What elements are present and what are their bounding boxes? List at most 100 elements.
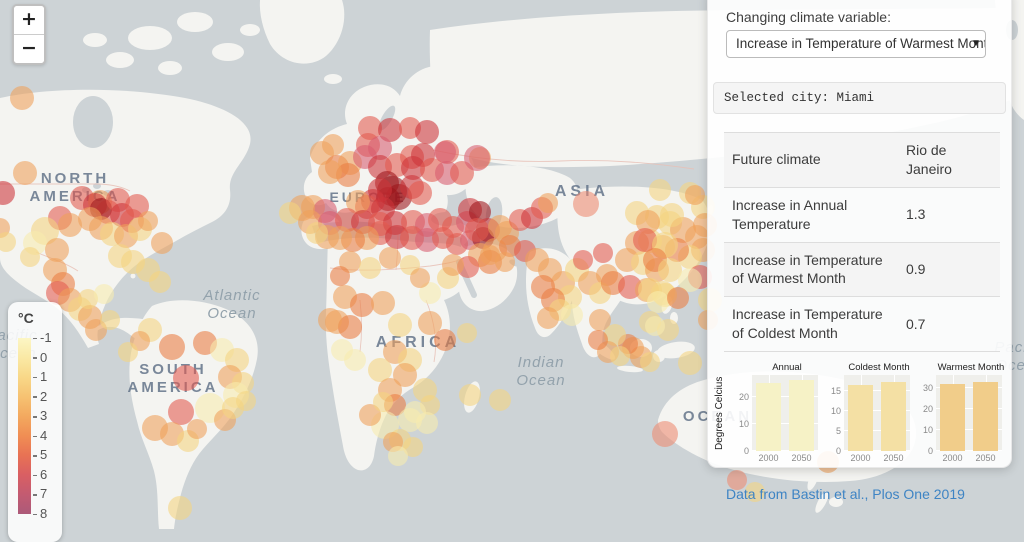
- city-circle[interactable]: [667, 287, 689, 309]
- city-circle[interactable]: [310, 141, 334, 165]
- city-circle[interactable]: [434, 329, 456, 351]
- city-circle[interactable]: [222, 397, 244, 419]
- city-circle[interactable]: [480, 245, 500, 265]
- city-circle[interactable]: [388, 313, 412, 337]
- city-circle[interactable]: [338, 315, 362, 339]
- city-circle[interactable]: [0, 181, 15, 205]
- city-circles[interactable]: [0, 86, 839, 520]
- city-circle[interactable]: [640, 352, 660, 372]
- city-circle[interactable]: [745, 482, 765, 502]
- city-circle[interactable]: [94, 284, 114, 304]
- y-tick-label: 10: [922, 425, 933, 435]
- city-circle[interactable]: [100, 310, 120, 330]
- city-circle[interactable]: [336, 163, 360, 187]
- city-circle[interactable]: [465, 218, 489, 242]
- y-tick-label: 20: [922, 403, 933, 414]
- city-circle[interactable]: [434, 141, 456, 163]
- city-circle[interactable]: [359, 404, 381, 426]
- city-circle[interactable]: [658, 258, 682, 282]
- city-circle[interactable]: [318, 160, 342, 184]
- city-circle[interactable]: [588, 330, 608, 350]
- city-circle[interactable]: [652, 421, 678, 447]
- city-circle[interactable]: [279, 202, 301, 224]
- city-circle[interactable]: [187, 419, 207, 439]
- city-circle[interactable]: [537, 307, 559, 329]
- city-circle[interactable]: [419, 282, 441, 304]
- city-circle[interactable]: [610, 346, 630, 366]
- city-circle[interactable]: [633, 228, 657, 252]
- city-circle[interactable]: [393, 363, 417, 387]
- city-circle[interactable]: [10, 86, 34, 110]
- data-source-link[interactable]: Data from Bastin et al., Plos One 2019: [726, 486, 965, 503]
- city-circle[interactable]: [604, 324, 626, 346]
- city-circle[interactable]: [408, 181, 432, 205]
- city-circle[interactable]: [378, 118, 402, 142]
- city-circle[interactable]: [561, 304, 583, 326]
- city-circle[interactable]: [350, 293, 374, 317]
- city-circle[interactable]: [173, 365, 199, 391]
- city-circle[interactable]: [13, 161, 37, 185]
- city-circle[interactable]: [645, 316, 665, 336]
- city-circle[interactable]: [168, 399, 194, 425]
- city-circle[interactable]: [416, 412, 438, 434]
- y-tick-label: 5: [835, 426, 841, 437]
- city-circle[interactable]: [573, 250, 593, 270]
- variable-select[interactable]: Increase in Temperature of Warmest Month…: [726, 30, 986, 58]
- city-circle[interactable]: [403, 437, 423, 457]
- city-circle[interactable]: [125, 194, 149, 218]
- city-circle[interactable]: [388, 446, 408, 466]
- city-circle[interactable]: [0, 232, 16, 252]
- city-circle[interactable]: [415, 120, 439, 144]
- city-circle[interactable]: [442, 254, 464, 276]
- city-circle[interactable]: [149, 271, 171, 293]
- city-circle[interactable]: [371, 291, 395, 315]
- city-circle[interactable]: [330, 266, 350, 286]
- city-circle[interactable]: [647, 291, 669, 313]
- city-circle[interactable]: [151, 232, 173, 254]
- city-circle[interactable]: [589, 309, 611, 331]
- city-circle[interactable]: [464, 145, 490, 171]
- chart-title: Warmest Month: [937, 362, 1005, 374]
- city-circle[interactable]: [368, 358, 392, 382]
- city-circle[interactable]: [489, 389, 511, 411]
- city-circle[interactable]: [78, 289, 98, 309]
- city-circle[interactable]: [457, 323, 477, 343]
- city-circle[interactable]: [678, 351, 702, 375]
- city-circle[interactable]: [495, 252, 515, 272]
- city-circle[interactable]: [159, 334, 185, 360]
- city-circle[interactable]: [418, 311, 442, 335]
- city-circle[interactable]: [373, 392, 393, 412]
- zoom-out-button[interactable]: −: [14, 35, 44, 63]
- y-tick-label: 0: [743, 446, 749, 457]
- city-circle[interactable]: [727, 470, 747, 490]
- city-circle[interactable]: [318, 308, 342, 332]
- zoom-in-button[interactable]: +: [14, 6, 44, 35]
- city-circle[interactable]: [649, 179, 671, 201]
- city-circle[interactable]: [459, 384, 481, 406]
- city-circle[interactable]: [538, 193, 558, 213]
- city-circle[interactable]: [678, 268, 702, 292]
- city-circle[interactable]: [20, 247, 40, 267]
- city-circle[interactable]: [685, 185, 705, 205]
- city-circle[interactable]: [306, 222, 328, 244]
- city-circle[interactable]: [58, 213, 82, 237]
- legend-tick: 4: [33, 429, 47, 442]
- city-circle[interactable]: [331, 339, 353, 361]
- bar-2050: [881, 382, 906, 452]
- city-circle[interactable]: [593, 243, 613, 263]
- city-circle[interactable]: [45, 238, 69, 262]
- city-circle[interactable]: [379, 247, 401, 269]
- city-circle[interactable]: [573, 191, 599, 217]
- city-circle[interactable]: [168, 496, 192, 520]
- city-circle[interactable]: [359, 257, 381, 279]
- y-tick-label: 10: [830, 406, 841, 417]
- city-circle[interactable]: [469, 201, 491, 223]
- city-circle[interactable]: [636, 210, 660, 234]
- city-circle[interactable]: [660, 203, 684, 227]
- city-circle[interactable]: [118, 342, 138, 362]
- city-circle[interactable]: [138, 211, 158, 231]
- legend-gradient-bar: [18, 338, 31, 514]
- city-circle[interactable]: [401, 156, 425, 180]
- city-circle[interactable]: [410, 268, 430, 288]
- city-circle[interactable]: [346, 190, 370, 214]
